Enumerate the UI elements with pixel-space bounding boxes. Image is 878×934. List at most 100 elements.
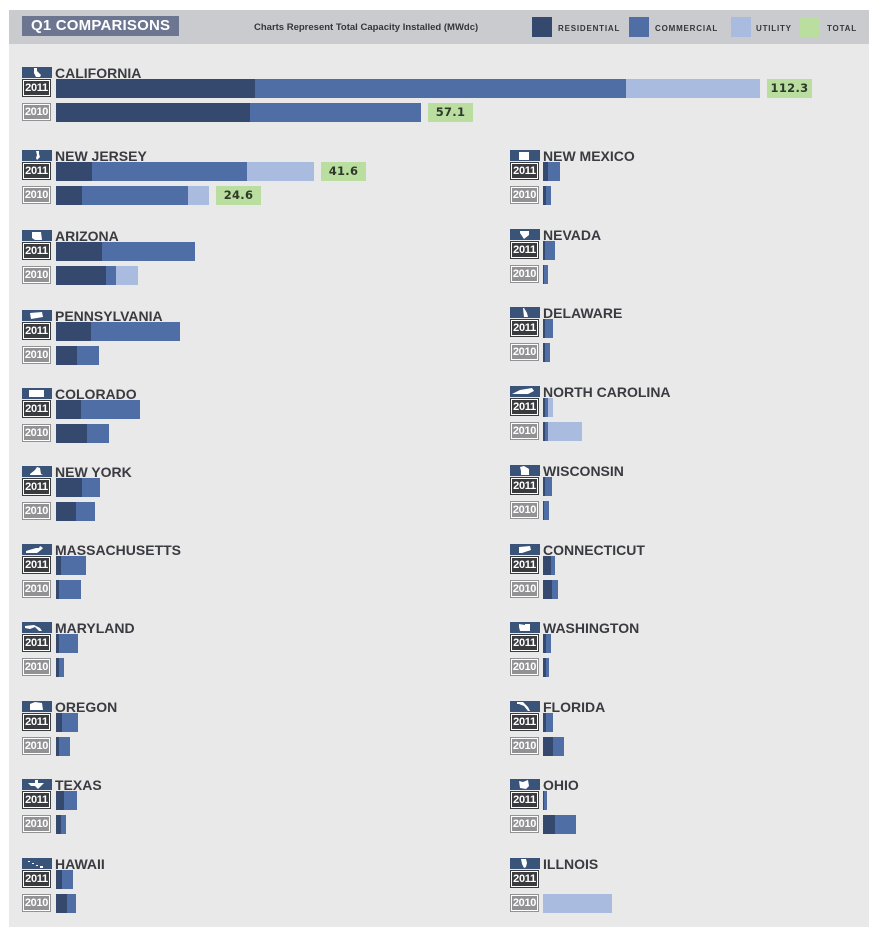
bar-commercial-nevada-2011 (545, 241, 555, 260)
year-badge-2010: 2010 (22, 346, 51, 364)
hawaii-icon (22, 858, 52, 869)
state-label-arizona: ARIZONA (55, 228, 119, 244)
bar-commercial-washington-2010 (546, 658, 549, 677)
year-badge-2010: 2010 (510, 186, 539, 204)
year-badge-2011: 2011 (22, 870, 51, 888)
state-label-pennsylvania: PENNSYLVANIA (55, 308, 163, 324)
bar-residential-new-jersey-2011 (56, 162, 92, 181)
state-label-connecticut: CONNECTICUT (543, 542, 645, 558)
maryland-icon (22, 622, 52, 633)
bar-residential-delaware-2011 (543, 319, 545, 338)
bar-commercial-pennsylvania-2010 (77, 346, 99, 365)
year-badge-2010: 2010 (510, 658, 539, 676)
bar-residential-ohio-2011 (543, 791, 544, 810)
bar-residential-hawaii-2010 (56, 894, 67, 913)
bar-commercial-wisconsin-2011 (545, 477, 552, 496)
bar-residential-florida-2011 (543, 713, 546, 732)
bar-commercial-texas-2011 (64, 791, 77, 810)
state-label-oregon: OREGON (55, 699, 118, 715)
total-label-california-2011: 112.3 (767, 79, 812, 98)
state-label-illnois: ILLNOIS (543, 856, 599, 872)
bar-residential-oregon-2011 (56, 713, 62, 732)
year-badge-2010: 2010 (22, 580, 51, 598)
year-badge-2010: 2010 (510, 265, 539, 283)
state-label-new-jersey: NEW JERSEY (55, 148, 147, 164)
year-badge-2010: 2010 (510, 422, 539, 440)
year-badge-2011: 2011 (22, 478, 51, 496)
chart-subtitle: Charts Represent Total Capacity Installe… (254, 22, 479, 33)
bar-commercial-pennsylvania-2011 (91, 322, 180, 341)
bar-commercial-new-york-2010 (76, 502, 95, 521)
bar-residential-north-carolina-2011 (543, 398, 545, 417)
bar-residential-maryland-2010 (56, 658, 59, 677)
year-badge-2010: 2010 (22, 103, 51, 121)
state-label-delaware: DELAWARE (543, 305, 623, 321)
bar-utility-north-carolina-2010 (548, 422, 582, 441)
bar-residential-new-york-2010 (56, 502, 76, 521)
bar-commercial-arizona-2010 (106, 266, 116, 285)
bar-residential-arizona-2011 (56, 242, 102, 261)
year-badge-2011: 2011 (510, 791, 539, 809)
year-badge-2011: 2011 (510, 556, 539, 574)
bar-residential-north-carolina-2010 (543, 422, 545, 441)
bar-residential-connecticut-2011 (543, 556, 551, 575)
bar-residential-new-mexico-2011 (543, 162, 548, 181)
page-title: Q1 COMPARISONS (22, 16, 179, 36)
year-badge-2011: 2011 (22, 79, 51, 97)
bar-residential-colorado-2010 (56, 424, 87, 443)
state-label-nevada: NEVADA (543, 227, 602, 243)
legend-label-total: TOTAL (827, 24, 857, 33)
bar-commercial-hawaii-2010 (67, 894, 76, 913)
year-badge-2010: 2010 (510, 343, 539, 361)
california-icon (22, 67, 52, 78)
ohio-icon (510, 779, 540, 790)
state-label-florida: FLORIDA (543, 699, 606, 715)
bar-commercial-hawaii-2011 (62, 870, 73, 889)
state-label-massachusetts: MASSACHUSETTS (55, 542, 182, 558)
bar-commercial-connecticut-2010 (552, 580, 558, 599)
bar-residential-hawaii-2011 (56, 870, 62, 889)
bar-residential-florida-2010 (543, 737, 553, 756)
year-badge-2010: 2010 (510, 815, 539, 833)
bar-commercial-massachusetts-2010 (59, 580, 81, 599)
state-label-colorado: COLORADO (55, 386, 137, 402)
year-badge-2011: 2011 (22, 713, 51, 731)
legend-swatch-commercial (629, 17, 649, 37)
bar-utility-illnois-2010 (543, 894, 612, 913)
bar-residential-wisconsin-2011 (543, 477, 545, 496)
legend-label-utility: UTILITY (756, 24, 792, 33)
bar-residential-wisconsin-2010 (543, 501, 544, 520)
year-badge-2011: 2011 (22, 400, 51, 418)
new-york-icon (22, 466, 52, 477)
bar-commercial-california-2010 (250, 103, 421, 122)
north-carolina-icon (510, 386, 540, 397)
bar-commercial-connecticut-2011 (551, 556, 555, 575)
bar-commercial-delaware-2010 (545, 343, 550, 362)
bar-residential-oregon-2010 (56, 737, 59, 756)
oregon-icon (22, 701, 52, 712)
bar-residential-colorado-2011 (56, 400, 81, 419)
bar-residential-nevada-2010 (543, 265, 544, 284)
bar-residential-washington-2010 (543, 658, 546, 677)
bar-residential-massachusetts-2011 (56, 556, 61, 575)
state-label-maryland: MARYLAND (55, 620, 135, 636)
year-badge-2010: 2010 (22, 502, 51, 520)
arizona-icon (22, 230, 52, 241)
bar-commercial-new-jersey-2011 (92, 162, 247, 181)
washington-icon (510, 622, 540, 633)
bar-residential-nevada-2011 (543, 241, 545, 260)
bar-commercial-delaware-2011 (545, 319, 553, 338)
bar-residential-washington-2011 (543, 634, 546, 653)
bar-residential-delaware-2010 (543, 343, 545, 362)
florida-icon (510, 701, 540, 712)
year-badge-2011: 2011 (22, 556, 51, 574)
bar-commercial-ohio-2010 (555, 815, 576, 834)
bar-commercial-washington-2011 (546, 634, 551, 653)
legend-label-commercial: COMMERCIAL (655, 24, 719, 33)
state-label-texas: TEXAS (55, 777, 102, 793)
year-badge-2010: 2010 (22, 424, 51, 442)
bar-residential-pennsylvania-2011 (56, 322, 91, 341)
year-badge-2010: 2010 (510, 580, 539, 598)
bar-commercial-north-carolina-2011 (545, 398, 548, 417)
bar-commercial-wisconsin-2010 (544, 501, 549, 520)
